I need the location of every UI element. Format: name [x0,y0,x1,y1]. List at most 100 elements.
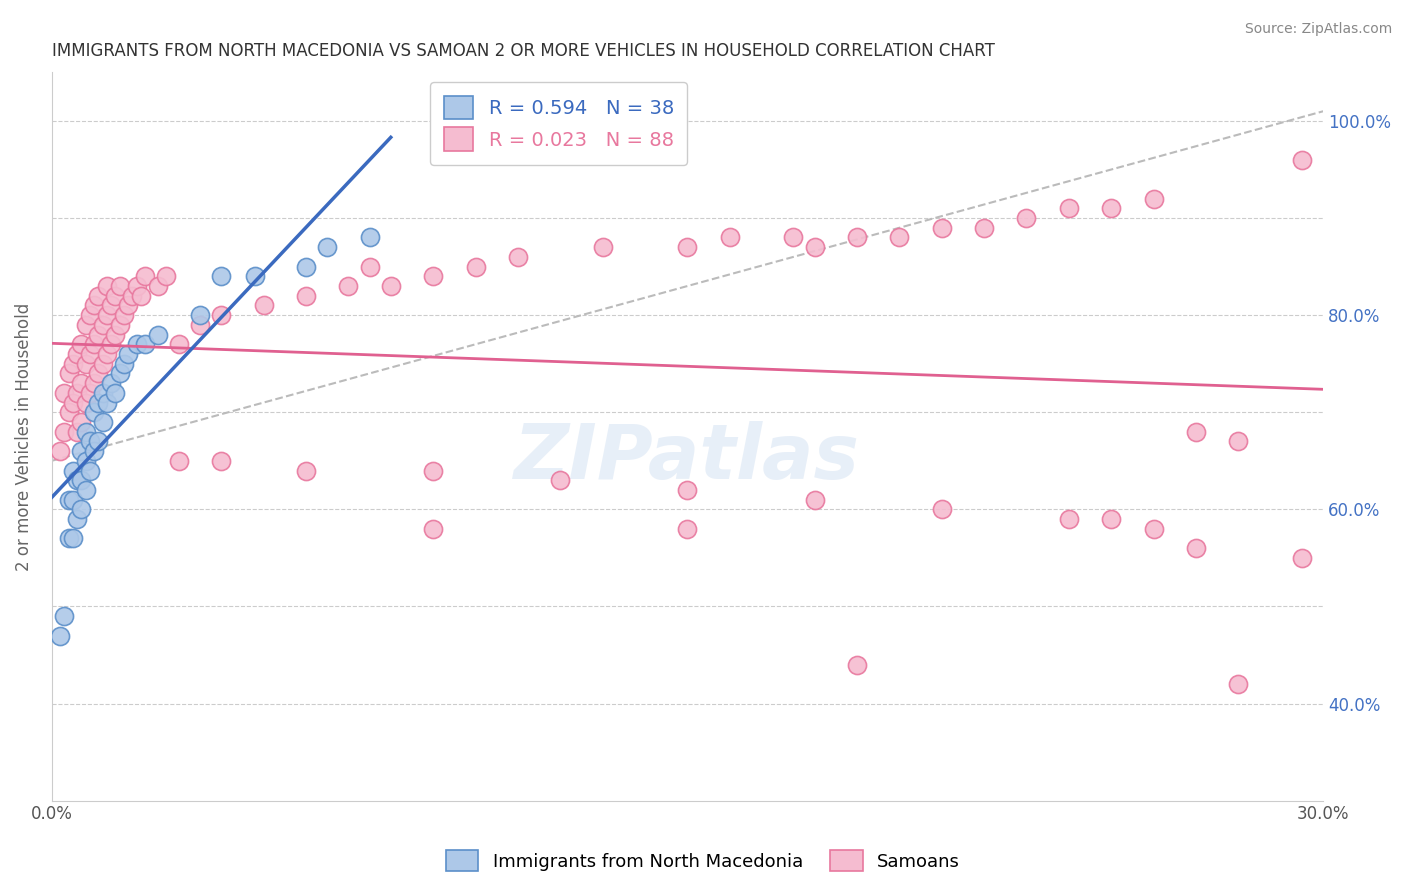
Point [1142,192,1164,206]
Point [1227,434,1250,449]
Point [53,385,76,400]
Point [931,502,953,516]
Point [209,308,232,322]
Point [108,367,131,381]
Point [108,318,131,332]
Point [1099,202,1122,216]
Text: ZIPatlas: ZIPatlas [515,421,860,495]
Point [83,405,105,419]
Text: IMMIGRANTS FROM NORTH MACEDONIA VS SAMOAN 2 OR MORE VEHICLES IN HOUSEHOLD CORREL: IMMIGRANTS FROM NORTH MACEDONIA VS SAMOA… [52,42,994,60]
Point [112,308,135,322]
Point [91,357,114,371]
Point [75,395,97,409]
Point [70,337,93,351]
Point [846,230,869,244]
Point [782,230,804,244]
Point [676,522,699,536]
Point [803,492,825,507]
Point [75,483,97,497]
Point [117,347,139,361]
Point [100,376,122,391]
Point [146,279,169,293]
Point [87,395,110,409]
Point [146,327,169,342]
Point [87,289,110,303]
Point [70,444,93,458]
Point [75,318,97,332]
Point [188,308,211,322]
Point [1227,677,1250,691]
Point [167,454,190,468]
Point [108,279,131,293]
Point [53,609,76,624]
Point [464,260,486,274]
Point [62,532,84,546]
Point [1142,522,1164,536]
Point [121,289,143,303]
Point [104,385,127,400]
Point [129,289,152,303]
Point [1291,550,1313,565]
Point [316,240,339,254]
Point [87,367,110,381]
Point [66,425,89,439]
Point [973,220,995,235]
Point [359,230,381,244]
Point [1185,425,1208,439]
Point [79,463,101,477]
Point [75,454,97,468]
Point [70,473,93,487]
Point [70,415,93,429]
Point [846,657,869,672]
Point [58,405,80,419]
Point [100,298,122,312]
Point [58,532,80,546]
Point [49,444,72,458]
Point [62,357,84,371]
Point [104,289,127,303]
Point [62,463,84,477]
Point [66,347,89,361]
Point [79,308,101,322]
Point [125,337,148,351]
Point [66,512,89,526]
Point [155,269,177,284]
Point [91,415,114,429]
Point [75,357,97,371]
Point [718,230,741,244]
Text: Source: ZipAtlas.com: Source: ZipAtlas.com [1244,22,1392,37]
Point [1015,211,1038,225]
Point [83,444,105,458]
Point [803,240,825,254]
Point [53,425,76,439]
Point [676,240,699,254]
Point [188,318,211,332]
Point [337,279,360,293]
Point [1057,512,1080,526]
Point [117,298,139,312]
Point [889,230,911,244]
Point [62,492,84,507]
Point [506,250,529,264]
Point [1057,202,1080,216]
Point [96,395,118,409]
Point [66,385,89,400]
Point [209,269,232,284]
Point [58,492,80,507]
Y-axis label: 2 or more Vehicles in Household: 2 or more Vehicles in Household [15,302,32,571]
Point [295,260,318,274]
Point [112,357,135,371]
Point [62,395,84,409]
Point [79,434,101,449]
Point [134,337,156,351]
Point [1099,512,1122,526]
Point [422,522,444,536]
Point [1291,153,1313,167]
Point [96,347,118,361]
Point [134,269,156,284]
Point [83,298,105,312]
Point [592,240,614,254]
Point [209,454,232,468]
Legend: Immigrants from North Macedonia, Samoans: Immigrants from North Macedonia, Samoans [439,843,967,879]
Point [91,318,114,332]
